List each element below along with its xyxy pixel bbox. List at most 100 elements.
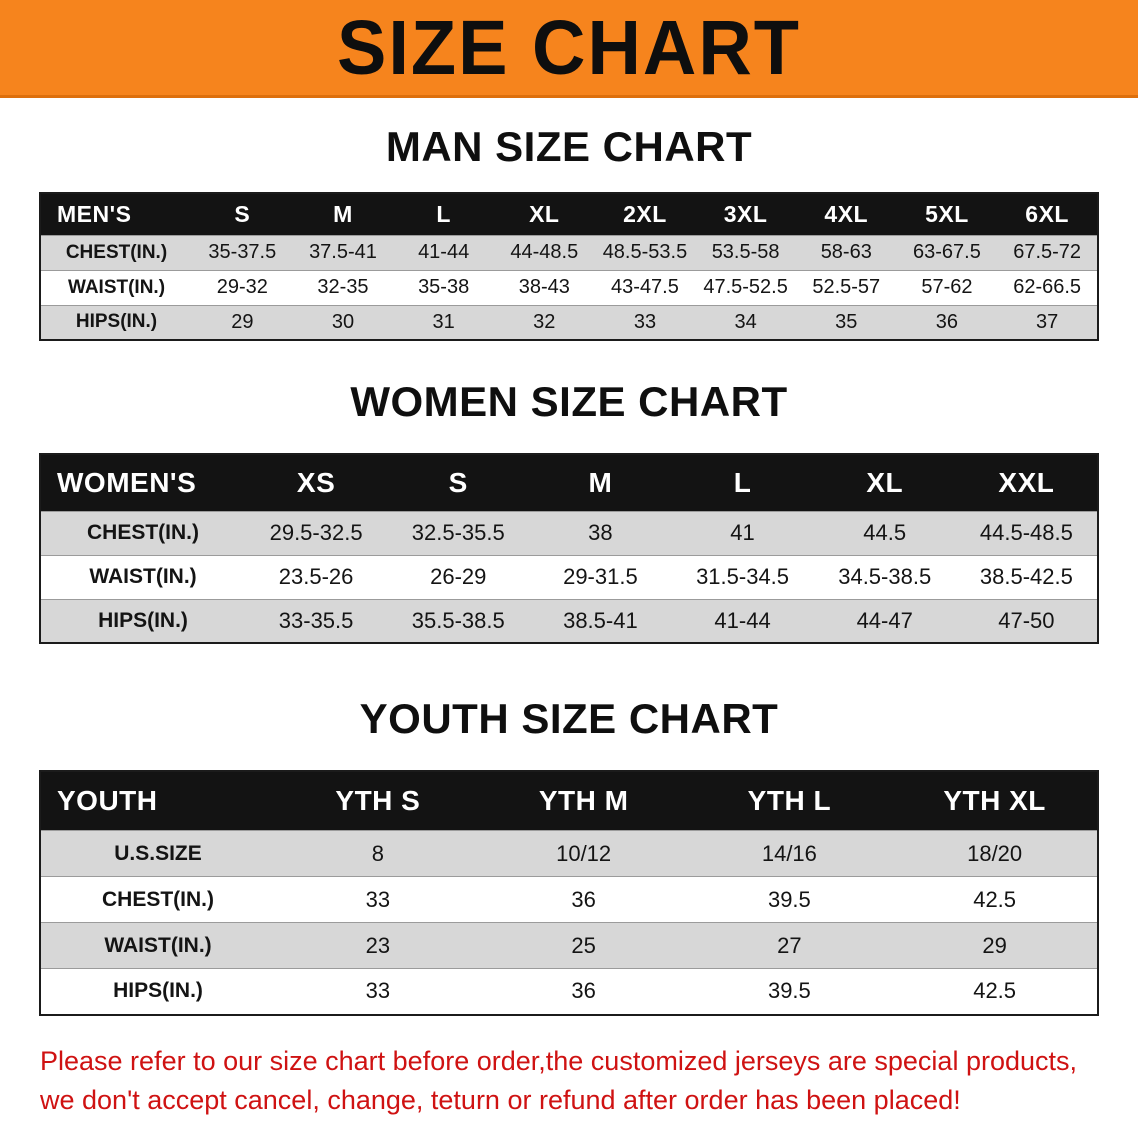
value-cell: 62-66.5 (997, 269, 1098, 306)
table-header-row: WOMEN'S XS S M L XL XXL (40, 454, 1098, 512)
table-row: WAIST(IN.) 29-32 32-35 35-38 38-43 43-47.5 47.… (40, 269, 1098, 306)
size-header-cell: YTH L (686, 770, 893, 831)
table-header-row: MEN'S S M L XL 2XL 3XL 4XL 5XL 6XL (40, 193, 1098, 236)
banner: SIZE CHART (0, 0, 1138, 98)
value-cell: 35.5-38.5 (387, 598, 530, 644)
value-cell: 23 (275, 922, 481, 969)
table-row: WAIST(IN.) 23.5-26 26-29 29-31.5 31.5-34.5 34… (40, 554, 1098, 600)
value-cell: 34.5-38.5 (813, 554, 956, 600)
page-title: SIZE CHART (337, 3, 801, 91)
value-cell: 31 (393, 304, 494, 341)
value-cell: 35 (795, 304, 897, 341)
value-cell: 39.5 (686, 968, 893, 1015)
row-label-cell: HIPS(IN.) (40, 968, 275, 1015)
value-cell: 33 (275, 968, 481, 1015)
row-label-cell: CHEST(IN.) (40, 876, 275, 923)
size-header-cell: 2XL (594, 193, 696, 236)
table-row: HIPS(IN.) 33 36 39.5 42.5 (40, 968, 1098, 1015)
youth-section-heading: YOUTH SIZE CHART (359, 695, 779, 743)
value-cell: 29 (192, 304, 293, 341)
row-label-cell: WAIST(IN.) (40, 554, 245, 600)
size-header-cell: YTH S (275, 770, 481, 831)
men-section-heading: MAN SIZE CHART (385, 123, 753, 170)
youth-size-section: YOUTH SIZE CHART YOUTH YTH S YTH M YTH L YTH… (0, 695, 1138, 1016)
table-header-row: YOUTH YTH S YTH M YTH L YTH XL (40, 770, 1098, 831)
value-cell: 57-62 (896, 269, 998, 306)
size-header-cell: XL (813, 454, 956, 512)
value-cell: 36 (896, 304, 998, 341)
row-label-cell: U.S.SIZE (40, 830, 275, 877)
table-row: CHEST(IN.) 35-37.5 37.5-41 41-44 44-48.5 48.5… (40, 234, 1098, 271)
value-cell: 32.5-35.5 (387, 510, 530, 556)
value-cell: 25 (480, 922, 687, 969)
value-cell: 33-35.5 (245, 598, 388, 644)
women-size-section: WOMEN SIZE CHART WOMEN'S XS S M L XL XXL CHEST(… (0, 378, 1138, 645)
value-cell: 41-44 (671, 598, 814, 644)
size-header-cell: L (671, 454, 814, 512)
size-header-cell: YTH XL (892, 770, 1098, 831)
disclaimer-line-2: we don't accept cancel, change, teturn o… (40, 1084, 961, 1115)
value-cell: 42.5 (892, 876, 1098, 923)
value-cell: 23.5-26 (245, 554, 388, 600)
row-label-cell: HIPS(IN.) (40, 598, 245, 644)
value-cell: 33 (594, 304, 696, 341)
value-cell: 44-47 (813, 598, 956, 644)
value-cell: 44-48.5 (493, 234, 595, 271)
value-cell: 48.5-53.5 (594, 234, 696, 271)
value-cell: 32 (493, 304, 595, 341)
row-label-cell: WAIST(IN.) (40, 269, 192, 306)
row-label-cell: WAIST(IN.) (40, 922, 275, 969)
value-cell: 41 (671, 510, 814, 556)
value-cell: 47.5-52.5 (695, 269, 796, 306)
value-cell: 36 (480, 968, 687, 1015)
women-size-table: WOMEN'S XS S M L XL XXL CHEST(IN.) 29.5-32.5 32.5… (39, 453, 1099, 645)
value-cell: 14/16 (686, 830, 893, 877)
size-header-cell: L (393, 193, 494, 236)
value-cell: 38 (529, 510, 672, 556)
value-cell: 31.5-34.5 (671, 554, 814, 600)
value-cell: 39.5 (686, 876, 893, 923)
value-cell: 29-32 (192, 269, 293, 306)
value-cell: 33 (275, 876, 481, 923)
value-cell: 37 (997, 304, 1098, 341)
value-cell: 36 (480, 876, 687, 923)
value-cell: 35-37.5 (192, 234, 293, 271)
value-cell: 29 (892, 922, 1098, 969)
value-cell: 32-35 (292, 269, 394, 306)
value-cell: 58-63 (795, 234, 897, 271)
value-cell: 34 (695, 304, 796, 341)
value-cell: 53.5-58 (695, 234, 796, 271)
row-label-cell: HIPS(IN.) (40, 304, 192, 341)
youth-size-table: YOUTH YTH S YTH M YTH L YTH XL U.S.SIZE 8 10/12… (39, 769, 1099, 1016)
size-header-cell: 5XL (896, 193, 998, 236)
size-header-cell: 3XL (695, 193, 796, 236)
table-row: U.S.SIZE 8 10/12 14/16 18/20 (40, 830, 1098, 877)
value-cell: 41-44 (393, 234, 494, 271)
value-cell: 29.5-32.5 (245, 510, 388, 556)
value-cell: 29-31.5 (529, 554, 672, 600)
size-header-cell: S (192, 193, 293, 236)
value-cell: 10/12 (480, 830, 687, 877)
value-cell: 35-38 (393, 269, 494, 306)
value-cell: 63-67.5 (896, 234, 998, 271)
table-title-cell: YOUTH (40, 770, 275, 831)
size-header-cell: XS (245, 454, 388, 512)
value-cell: 38-43 (493, 269, 595, 306)
value-cell: 38.5-42.5 (955, 554, 1098, 600)
value-cell: 27 (686, 922, 893, 969)
row-label-cell: CHEST(IN.) (40, 234, 192, 271)
men-size-section: MAN SIZE CHART MEN'S S M L XL 2XL 3XL 4XL 5XL 6XL… (0, 123, 1138, 342)
size-header-cell: M (529, 454, 672, 512)
value-cell: 42.5 (892, 968, 1098, 1015)
size-header-cell: S (387, 454, 530, 512)
value-cell: 67.5-72 (997, 234, 1098, 271)
value-cell: 52.5-57 (795, 269, 897, 306)
value-cell: 30 (292, 304, 394, 341)
table-row: HIPS(IN.) 33-35.5 35.5-38.5 38.5-41 41-44 44-… (40, 598, 1098, 644)
size-header-cell: M (292, 193, 394, 236)
size-header-cell: XXL (955, 454, 1098, 512)
value-cell: 26-29 (387, 554, 530, 600)
table-row: HIPS(IN.) 29 30 31 32 33 34 35 36 37 (40, 304, 1098, 341)
men-size-table: MEN'S S M L XL 2XL 3XL 4XL 5XL 6XL CHEST(IN.) 35-37… (39, 192, 1099, 342)
